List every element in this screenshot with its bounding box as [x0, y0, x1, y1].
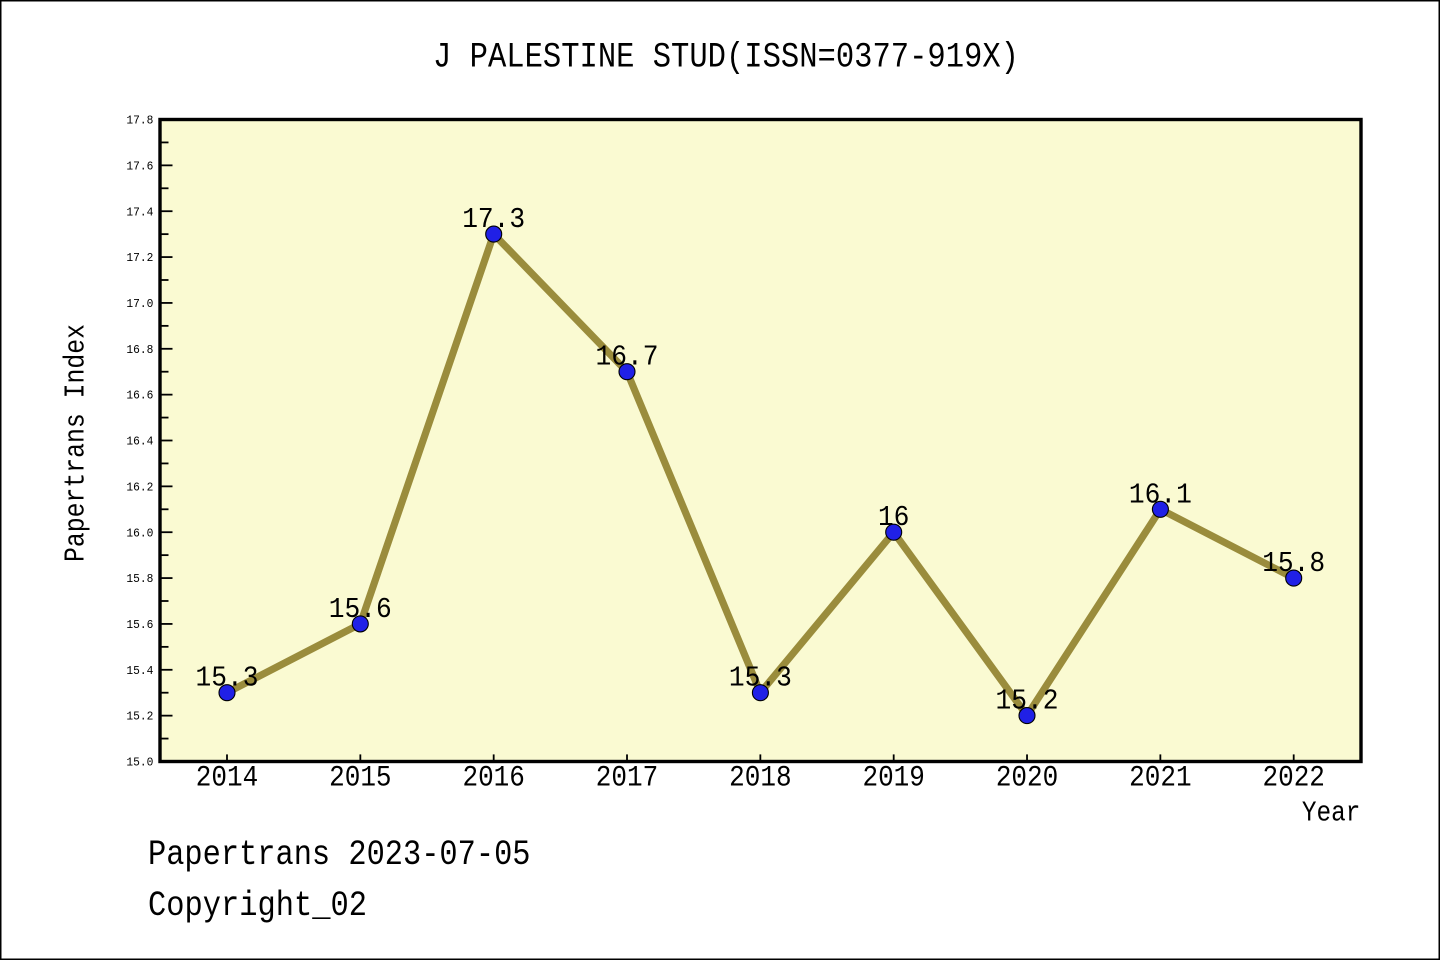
- svg-text:2016: 2016: [462, 762, 524, 796]
- svg-text:15.2: 15.2: [126, 710, 153, 724]
- svg-text:2018: 2018: [729, 762, 791, 796]
- svg-text:J PALESTINE STUD(ISSN=0377-919: J PALESTINE STUD(ISSN=0377-919X): [433, 38, 1019, 78]
- svg-text:2020: 2020: [996, 762, 1058, 796]
- svg-text:2021: 2021: [1129, 762, 1191, 796]
- svg-text:Copyright_02: Copyright_02: [148, 886, 367, 926]
- svg-text:17.4: 17.4: [126, 205, 153, 219]
- svg-text:15.6: 15.6: [126, 618, 153, 632]
- svg-text:17.0: 17.0: [126, 297, 153, 311]
- svg-text:2022: 2022: [1263, 762, 1325, 796]
- svg-text:2017: 2017: [596, 762, 658, 796]
- svg-text:17.6: 17.6: [126, 159, 153, 173]
- svg-text:16.2: 16.2: [126, 480, 153, 494]
- svg-text:16.0: 16.0: [126, 526, 153, 540]
- svg-text:2019: 2019: [862, 762, 924, 796]
- svg-text:16.4: 16.4: [126, 435, 153, 449]
- svg-text:Papertrans 2023-07-05: Papertrans 2023-07-05: [148, 835, 531, 875]
- svg-text:15.0: 15.0: [126, 756, 153, 770]
- svg-text:2014: 2014: [196, 762, 258, 796]
- svg-text:Papertrans Index: Papertrans Index: [60, 324, 93, 562]
- svg-text:16.6: 16.6: [126, 389, 153, 403]
- svg-text:16.8: 16.8: [126, 343, 153, 357]
- svg-text:17.2: 17.2: [126, 251, 153, 265]
- svg-text:15.8: 15.8: [126, 572, 153, 586]
- svg-text:Year: Year: [1302, 797, 1361, 830]
- svg-text:15.4: 15.4: [126, 664, 153, 678]
- svg-text:2015: 2015: [329, 762, 391, 796]
- svg-text:17.8: 17.8: [126, 114, 153, 128]
